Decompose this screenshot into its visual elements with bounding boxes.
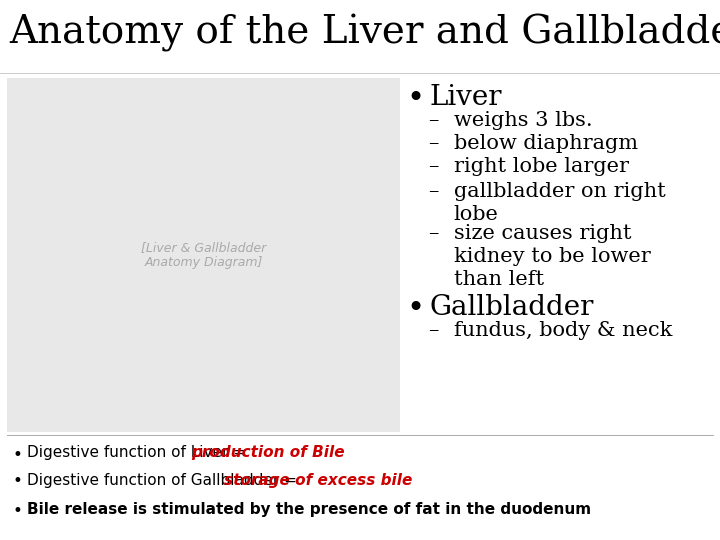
Text: •: • [13,472,23,490]
Text: gallbladder on right
lobe: gallbladder on right lobe [454,182,665,224]
Text: –: – [428,157,438,176]
Text: weighs 3 lbs.: weighs 3 lbs. [454,111,593,130]
Text: storage of excess bile: storage of excess bile [225,472,413,488]
Text: production of Bile: production of Bile [192,446,345,461]
Text: –: – [428,111,438,130]
Text: Digestive function of Liver =: Digestive function of Liver = [27,446,251,461]
Text: size causes right
kidney to be lower
than left: size causes right kidney to be lower tha… [454,224,650,288]
Text: fundus, body & neck: fundus, body & neck [454,321,672,340]
Text: •: • [13,446,23,463]
Text: –: – [428,224,438,243]
FancyBboxPatch shape [7,78,400,432]
Text: •: • [407,84,425,114]
Text: –: – [428,182,438,201]
Text: Gallbladder: Gallbladder [430,294,594,321]
Text: •: • [407,294,425,325]
Text: Anatomy of the Liver and Gallbladder: Anatomy of the Liver and Gallbladder [9,14,720,51]
Text: •: • [13,502,23,520]
Text: –: – [428,134,438,153]
Text: Digestive function of Gallbladder =: Digestive function of Gallbladder = [27,472,302,488]
Text: [Liver & Gallbladder
Anatomy Diagram]: [Liver & Gallbladder Anatomy Diagram] [141,241,266,269]
Text: –: – [428,321,438,340]
Text: Liver: Liver [430,84,503,111]
Text: below diaphragm: below diaphragm [454,134,638,153]
Text: right lobe larger: right lobe larger [454,157,629,176]
Text: Bile release is stimulated by the presence of fat in the duodenum: Bile release is stimulated by the presen… [27,502,592,517]
